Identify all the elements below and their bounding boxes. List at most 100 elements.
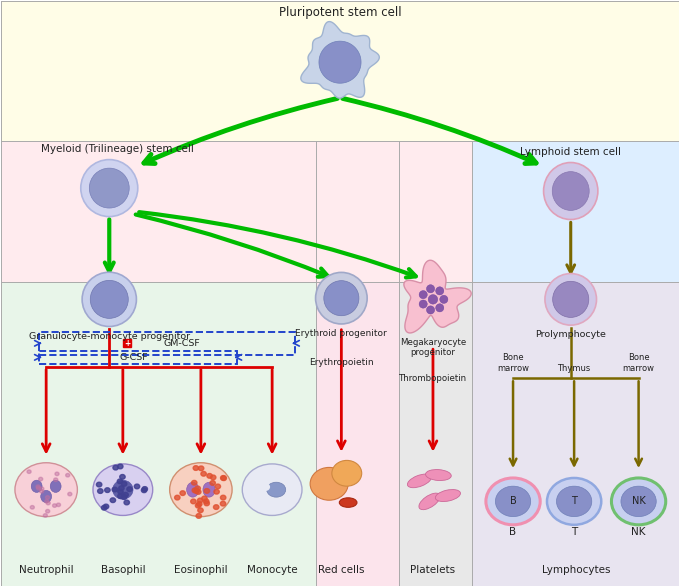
Ellipse shape bbox=[316, 272, 367, 324]
Circle shape bbox=[193, 465, 199, 470]
Ellipse shape bbox=[203, 482, 215, 497]
Circle shape bbox=[211, 475, 216, 480]
Ellipse shape bbox=[324, 281, 359, 316]
Polygon shape bbox=[319, 41, 361, 83]
Bar bbox=[316, 282, 399, 586]
Ellipse shape bbox=[407, 474, 431, 488]
Bar bbox=[473, 141, 679, 282]
Circle shape bbox=[110, 498, 116, 502]
Ellipse shape bbox=[435, 490, 460, 501]
Circle shape bbox=[332, 460, 362, 486]
Circle shape bbox=[190, 499, 196, 504]
Circle shape bbox=[207, 474, 212, 478]
Circle shape bbox=[126, 487, 132, 491]
Circle shape bbox=[46, 510, 50, 513]
Circle shape bbox=[52, 504, 56, 507]
Bar bbox=[399, 282, 473, 586]
Circle shape bbox=[66, 474, 70, 477]
Circle shape bbox=[621, 486, 656, 517]
Ellipse shape bbox=[81, 160, 138, 217]
Circle shape bbox=[119, 486, 124, 491]
Circle shape bbox=[242, 464, 302, 515]
Circle shape bbox=[122, 481, 127, 486]
Ellipse shape bbox=[419, 493, 440, 510]
Circle shape bbox=[55, 472, 59, 475]
Circle shape bbox=[120, 474, 125, 479]
Bar bbox=[473, 282, 679, 586]
Circle shape bbox=[214, 505, 219, 510]
Circle shape bbox=[195, 486, 201, 491]
Circle shape bbox=[30, 505, 34, 509]
Ellipse shape bbox=[426, 306, 435, 314]
Circle shape bbox=[141, 488, 147, 492]
Polygon shape bbox=[301, 22, 379, 98]
Circle shape bbox=[220, 495, 226, 500]
Ellipse shape bbox=[267, 482, 286, 497]
Ellipse shape bbox=[113, 480, 133, 499]
Ellipse shape bbox=[186, 482, 199, 497]
Ellipse shape bbox=[440, 295, 448, 303]
Circle shape bbox=[93, 464, 153, 515]
Circle shape bbox=[496, 486, 530, 517]
Circle shape bbox=[39, 490, 44, 493]
Text: Eosinophil: Eosinophil bbox=[174, 565, 228, 575]
Ellipse shape bbox=[436, 287, 444, 295]
Circle shape bbox=[56, 503, 61, 507]
Ellipse shape bbox=[260, 483, 270, 491]
Circle shape bbox=[196, 514, 201, 518]
Text: NK: NK bbox=[631, 528, 646, 538]
Circle shape bbox=[124, 500, 129, 505]
Circle shape bbox=[310, 467, 348, 500]
Text: Granulocyte-monocyte progenitor: Granulocyte-monocyte progenitor bbox=[29, 332, 190, 342]
Circle shape bbox=[199, 466, 204, 471]
Ellipse shape bbox=[553, 281, 589, 318]
Text: Prolymphocyte: Prolymphocyte bbox=[535, 330, 606, 339]
Circle shape bbox=[196, 490, 201, 494]
Text: T: T bbox=[571, 528, 577, 538]
Ellipse shape bbox=[428, 295, 438, 304]
Circle shape bbox=[40, 487, 44, 491]
Circle shape bbox=[27, 470, 31, 474]
Ellipse shape bbox=[89, 168, 129, 208]
Text: GM-CSF: GM-CSF bbox=[164, 339, 201, 348]
Circle shape bbox=[214, 490, 220, 494]
Circle shape bbox=[118, 494, 123, 498]
Circle shape bbox=[105, 488, 110, 492]
Circle shape bbox=[121, 495, 126, 500]
Text: NK: NK bbox=[632, 497, 645, 507]
Circle shape bbox=[54, 478, 58, 481]
Circle shape bbox=[170, 463, 232, 517]
Circle shape bbox=[118, 490, 123, 494]
Circle shape bbox=[97, 483, 102, 487]
Circle shape bbox=[117, 479, 122, 484]
Circle shape bbox=[175, 495, 180, 500]
Circle shape bbox=[134, 484, 139, 489]
Text: Lymphoid stem cell: Lymphoid stem cell bbox=[520, 147, 622, 157]
Ellipse shape bbox=[82, 272, 137, 326]
Text: Bone
marrow: Bone marrow bbox=[623, 353, 655, 373]
Circle shape bbox=[101, 505, 107, 510]
Text: Lymphocytes: Lymphocytes bbox=[541, 565, 610, 575]
Text: Erythroid progenitor: Erythroid progenitor bbox=[296, 329, 387, 338]
Circle shape bbox=[556, 486, 592, 517]
Circle shape bbox=[197, 498, 203, 503]
Text: Red cells: Red cells bbox=[318, 565, 364, 575]
Polygon shape bbox=[404, 260, 471, 333]
Text: Thrombopoietin: Thrombopoietin bbox=[399, 374, 467, 383]
Circle shape bbox=[142, 487, 148, 491]
Bar bbox=[1, 282, 316, 586]
Circle shape bbox=[15, 463, 78, 517]
Circle shape bbox=[221, 476, 226, 481]
Circle shape bbox=[611, 478, 666, 525]
Circle shape bbox=[204, 488, 209, 493]
Circle shape bbox=[68, 492, 72, 496]
Ellipse shape bbox=[426, 285, 435, 293]
Ellipse shape bbox=[545, 274, 596, 325]
Text: Monocyte: Monocyte bbox=[247, 565, 297, 575]
Text: B: B bbox=[509, 528, 517, 538]
Ellipse shape bbox=[419, 291, 427, 299]
Circle shape bbox=[118, 464, 123, 469]
Circle shape bbox=[195, 503, 201, 508]
Circle shape bbox=[220, 501, 226, 506]
Circle shape bbox=[198, 508, 203, 512]
